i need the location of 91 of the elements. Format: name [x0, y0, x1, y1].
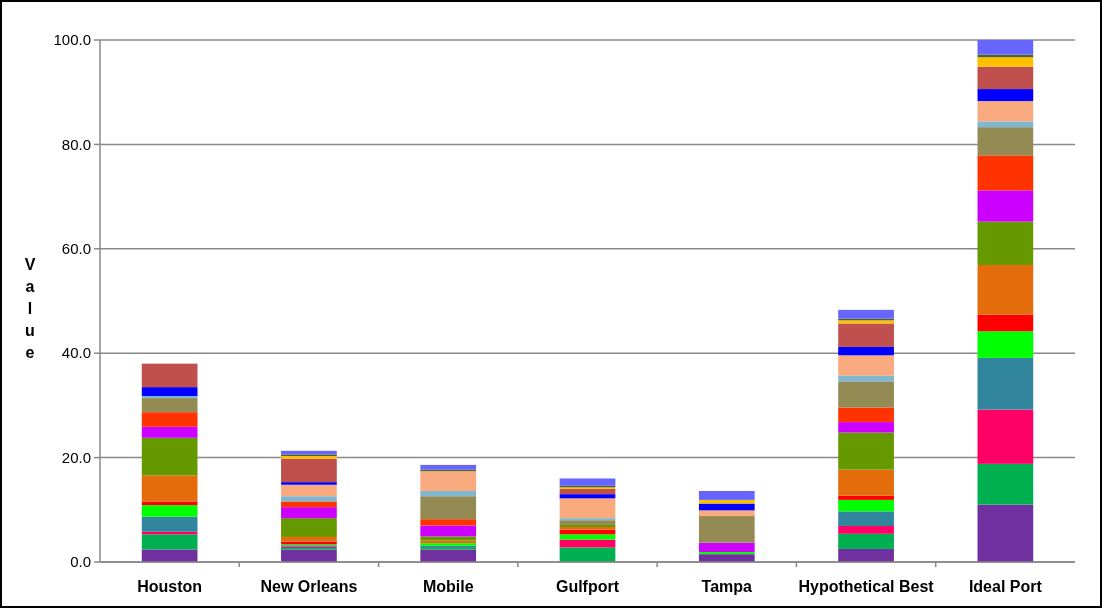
bar [838, 495, 894, 500]
y-tick-label: 0.0 [70, 553, 91, 571]
bar [281, 484, 337, 497]
x-tick-label: Houston [137, 578, 203, 595]
bar [420, 496, 477, 520]
bar [141, 398, 198, 413]
bar [977, 190, 1034, 222]
bar [281, 482, 337, 485]
x-tick-label: Ideal Port [968, 578, 1043, 595]
bar [838, 407, 894, 423]
bar [838, 511, 894, 526]
bar [141, 516, 198, 532]
bar [141, 437, 198, 476]
bar [141, 387, 198, 396]
bar [698, 516, 755, 543]
bar [559, 494, 616, 499]
bar [698, 499, 755, 504]
bar [977, 101, 1034, 122]
bar [977, 155, 1034, 191]
bar [559, 534, 616, 540]
bar [977, 331, 1034, 358]
bar [141, 534, 198, 550]
bar [420, 549, 477, 562]
bar [559, 478, 616, 486]
bar [559, 488, 616, 495]
bar [838, 499, 894, 512]
bar [698, 542, 755, 553]
bar [838, 533, 894, 549]
x-tick-label: Gulfport [555, 578, 620, 595]
bar [977, 357, 1034, 410]
bar [838, 432, 894, 470]
bar [698, 491, 755, 500]
bar [977, 40, 1034, 55]
y-tick-label: 80.0 [61, 135, 91, 153]
bar [141, 549, 198, 562]
bar [838, 346, 894, 356]
bar [977, 463, 1034, 505]
bar [141, 363, 198, 388]
bar [698, 510, 755, 517]
y-tick-label: 100.0 [53, 31, 91, 49]
x-tick-label: Mobile [422, 578, 474, 595]
bar [698, 552, 755, 555]
bar [838, 548, 894, 562]
x-tick-label: New Orleans [260, 578, 358, 595]
bar [141, 426, 198, 438]
bar [838, 355, 894, 376]
bar [281, 496, 337, 502]
bar [281, 536, 337, 542]
bar [420, 471, 477, 492]
bar [977, 504, 1034, 562]
bar [977, 409, 1034, 464]
bar [141, 501, 198, 506]
bar [420, 491, 477, 497]
bar [420, 519, 477, 526]
bar [838, 309, 894, 319]
bar [838, 381, 894, 408]
bar [141, 475, 198, 502]
y-tick-label: 60.0 [61, 240, 91, 258]
bar [420, 464, 477, 470]
x-tick-label: Hypothetical Best [798, 578, 935, 595]
bar [977, 89, 1034, 102]
y-axis-title: Value [24, 256, 36, 361]
bar [838, 469, 894, 496]
x-tick-label: Tampa [701, 578, 753, 595]
y-tick-label: 40.0 [61, 344, 91, 362]
bar [838, 422, 894, 433]
bar [977, 264, 1034, 315]
bar [977, 121, 1034, 128]
bar [141, 412, 198, 427]
bar [977, 221, 1034, 265]
bar [977, 57, 1034, 67]
bar [281, 458, 337, 483]
bar [977, 127, 1034, 156]
bar [281, 549, 337, 562]
bar [420, 525, 477, 537]
bar [559, 547, 616, 562]
bar [838, 323, 894, 347]
bar [141, 396, 198, 399]
bar [559, 518, 616, 521]
bar [281, 501, 337, 508]
bar [420, 536, 477, 541]
bar [698, 554, 755, 562]
bar [977, 314, 1034, 332]
y-tick-label: 20.0 [61, 448, 91, 466]
bar [281, 507, 337, 519]
bar [281, 518, 337, 537]
bar [141, 505, 198, 517]
bar [559, 498, 616, 519]
bar [559, 520, 616, 525]
bar [838, 525, 894, 534]
bar [977, 66, 1034, 90]
